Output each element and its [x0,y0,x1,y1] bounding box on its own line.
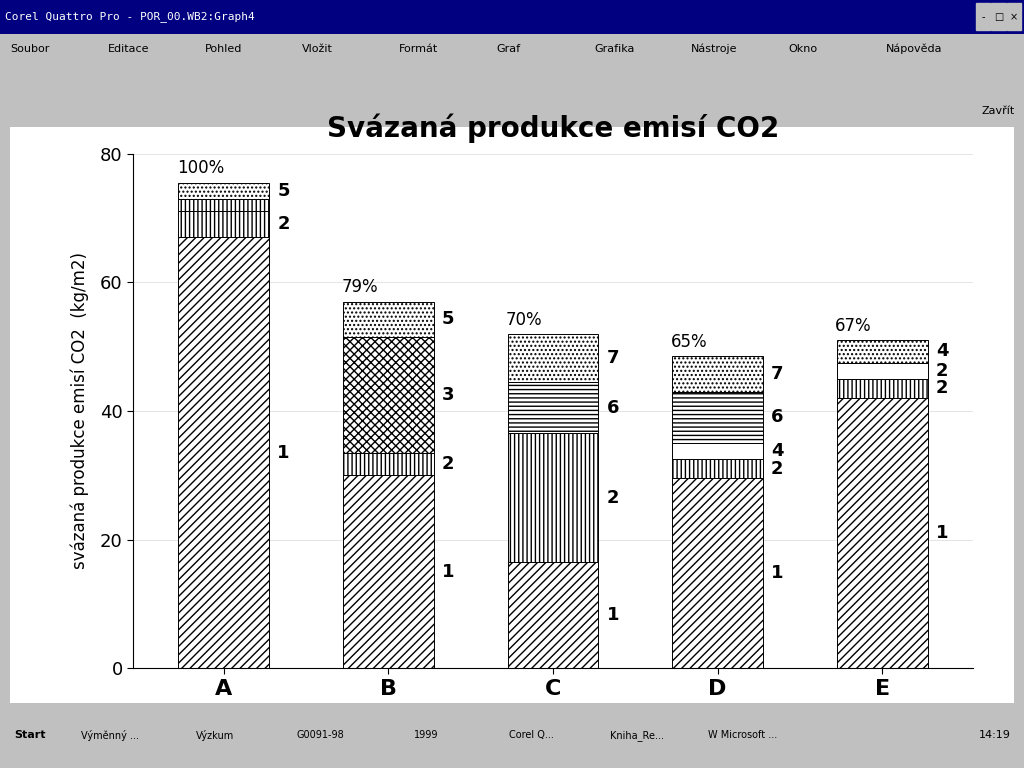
Text: Výzkum: Výzkum [196,730,234,741]
Text: ×: × [1010,12,1018,22]
Text: Kniha_Re...: Kniha_Re... [610,730,664,741]
Text: W Microsoft ...: W Microsoft ... [708,730,777,740]
Bar [2,713,58,758]
Bar [837,362,928,379]
Text: 1: 1 [771,564,783,582]
Bar [272,713,370,758]
Text: Okno: Okno [788,44,817,55]
Text: Vložit: Vložit [302,44,333,55]
Text: 6: 6 [771,409,783,426]
Bar [1007,3,1021,31]
Text: Pohled: Pohled [205,44,242,55]
Bar [976,3,990,31]
Text: 4: 4 [936,343,948,360]
Bar [837,398,928,668]
Bar [673,478,763,668]
Text: 7: 7 [606,349,618,367]
Bar [178,199,269,211]
Text: -: - [981,12,985,22]
Text: 6: 6 [606,399,618,417]
Text: 2: 2 [278,215,290,233]
Bar [508,382,598,433]
Text: 2: 2 [936,379,948,397]
Text: 100%: 100% [177,160,224,177]
Text: 1: 1 [441,563,455,581]
Bar [508,562,598,668]
Bar [673,392,763,443]
Bar [178,183,269,199]
Text: 65%: 65% [671,333,708,351]
Text: 70%: 70% [506,310,543,329]
Bar [673,459,763,478]
Text: 7: 7 [771,365,783,383]
Bar [178,211,269,237]
Y-axis label: svázaná produkce emisí CO2  (kg/m2): svázaná produkce emisí CO2 (kg/m2) [71,253,89,569]
Text: Formát: Formát [399,44,438,55]
Text: 1: 1 [936,524,948,542]
Bar [694,713,792,758]
Bar [483,713,581,758]
Text: Nástroje: Nástroje [691,44,737,55]
Text: G0091-98: G0091-98 [297,730,344,740]
Bar [673,356,763,392]
Text: 79%: 79% [341,278,378,296]
Text: 5: 5 [278,181,290,200]
Text: Start: Start [14,730,45,740]
Text: Soubor: Soubor [10,44,49,55]
Text: 5: 5 [441,310,455,328]
Text: 1: 1 [606,606,618,624]
Text: Výměnný ...: Výměnný ... [81,730,138,741]
Bar [343,337,433,452]
Text: Corel Quattro Pro - POR_00.WB2:Graph4: Corel Quattro Pro - POR_00.WB2:Graph4 [5,12,255,22]
Bar [673,443,763,459]
Bar [508,333,598,382]
Text: 2: 2 [606,488,618,507]
Text: 67%: 67% [836,317,872,335]
Text: Nápověda: Nápověda [886,44,942,55]
Bar [837,379,928,398]
Text: 2: 2 [936,362,948,379]
Text: 4: 4 [771,442,783,460]
Bar [61,713,159,758]
Text: 2: 2 [441,455,455,473]
Bar [343,452,433,475]
Title: Svázaná produkce emisí CO2: Svázaná produkce emisí CO2 [327,114,779,143]
Text: Zavřít: Zavřít [982,106,1015,117]
Bar [589,713,686,758]
Text: □: □ [993,12,1004,22]
Text: 1: 1 [278,444,290,462]
Text: 14:19: 14:19 [978,730,1011,740]
Text: Editace: Editace [108,44,150,55]
Text: 1999: 1999 [414,730,438,740]
Bar [167,713,264,758]
Text: Corel Q...: Corel Q... [509,730,554,740]
Bar [378,713,475,758]
Bar [968,710,1022,762]
Text: Graf: Graf [497,44,521,55]
Bar [343,302,433,337]
Bar [837,340,928,362]
Text: 3: 3 [441,386,455,404]
Text: 2: 2 [771,460,783,478]
Bar [508,433,598,562]
Text: Grafika: Grafika [594,44,634,55]
Bar [178,237,269,668]
Bar [343,475,433,668]
Bar [991,3,1006,31]
